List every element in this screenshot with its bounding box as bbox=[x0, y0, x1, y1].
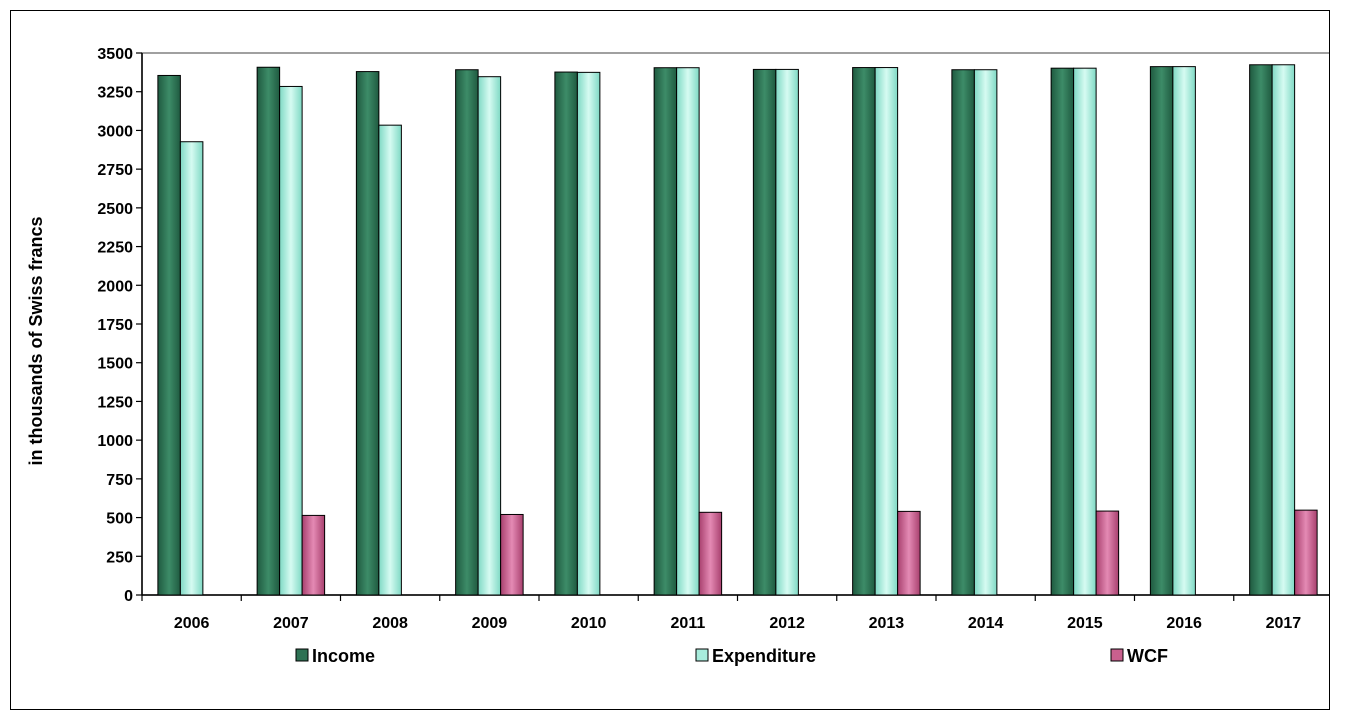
expenditure-bar bbox=[874, 67, 899, 596]
legend-label: Income bbox=[312, 646, 375, 666]
y-tick-label: 3000 bbox=[97, 123, 133, 140]
x-tick-label: 2009 bbox=[472, 615, 508, 632]
income-bar bbox=[157, 74, 181, 596]
plot-area bbox=[141, 52, 1334, 596]
legend-swatch bbox=[1110, 648, 1124, 662]
y-tick-label: 2500 bbox=[97, 201, 133, 218]
x-tick-label: 2008 bbox=[372, 615, 408, 632]
wcf-bar bbox=[1095, 510, 1120, 596]
x-tick-label: 2013 bbox=[869, 615, 905, 632]
income-bar bbox=[1050, 67, 1075, 596]
chart-frame: 0 250 500 750 1000 1250 1500 1750 2000 2250 2500 27… bbox=[10, 10, 1334, 710]
y-tick-label: 1500 bbox=[97, 356, 133, 373]
y-tick-label: 2000 bbox=[97, 278, 133, 295]
legend-swatch bbox=[295, 648, 309, 662]
income-bar bbox=[653, 67, 678, 596]
bar-chart: 0 250 500 750 1000 1250 1500 1750 2000 2250 2500 27… bbox=[26, 46, 1334, 666]
y-tick-label: 0 bbox=[124, 588, 133, 605]
x-tick-label: 2012 bbox=[769, 615, 805, 632]
y-tick-label: 3250 bbox=[97, 85, 133, 102]
income-bar bbox=[455, 69, 479, 596]
income-bar bbox=[256, 66, 281, 596]
wcf-bar bbox=[698, 511, 723, 596]
y-axis-title: in thousands of Swiss francs bbox=[26, 216, 46, 465]
legend-swatch bbox=[695, 648, 709, 662]
x-tick-label: 2016 bbox=[1166, 615, 1202, 632]
x-tick-label: 2007 bbox=[273, 615, 309, 632]
x-tick-label: 2011 bbox=[671, 615, 706, 632]
legend-label: Expenditure bbox=[712, 646, 816, 666]
expenditure-bar bbox=[1271, 64, 1296, 596]
income-bar bbox=[1249, 64, 1273, 596]
expenditure-bar bbox=[378, 124, 402, 596]
y-tick-label: 250 bbox=[106, 549, 133, 566]
x-tick-label: 2015 bbox=[1067, 615, 1103, 632]
expenditure-bar bbox=[477, 76, 502, 596]
income-bar bbox=[852, 67, 876, 596]
y-tick-label: 1000 bbox=[97, 433, 133, 450]
legend: Income Expenditure WCF bbox=[295, 646, 1168, 666]
expenditure-bar bbox=[1172, 66, 1196, 596]
y-tick-label: 3500 bbox=[97, 46, 133, 63]
wcf-bar bbox=[1294, 509, 1318, 596]
legend-label: WCF bbox=[1127, 646, 1168, 666]
y-tick-label: 2250 bbox=[97, 240, 133, 257]
expenditure-bar bbox=[179, 141, 204, 596]
y-tick-label: 500 bbox=[106, 511, 133, 528]
x-tick-label: 2006 bbox=[174, 615, 210, 632]
x-tick-label: 2014 bbox=[968, 615, 1004, 632]
expenditure-bar bbox=[279, 85, 303, 596]
y-tick-label: 1250 bbox=[97, 394, 133, 411]
y-tick-label: 1750 bbox=[97, 317, 133, 334]
x-tick-label: 2017 bbox=[1266, 615, 1302, 632]
y-tick-label: 2750 bbox=[97, 162, 133, 179]
income-bar bbox=[554, 71, 578, 596]
expenditure-bar bbox=[676, 67, 700, 596]
expenditure-bar bbox=[775, 68, 799, 596]
expenditure-bar bbox=[576, 71, 601, 596]
income-bar bbox=[355, 71, 380, 596]
wcf-bar bbox=[301, 514, 326, 596]
x-tick-label: 2010 bbox=[571, 615, 607, 632]
income-bar bbox=[951, 69, 975, 596]
expenditure-bar bbox=[973, 69, 998, 596]
expenditure-bar bbox=[1073, 67, 1097, 596]
y-tick-label: 750 bbox=[106, 472, 133, 489]
wcf-bar bbox=[500, 513, 524, 596]
wcf-bar bbox=[897, 510, 921, 596]
income-bar bbox=[1149, 66, 1174, 596]
income-bar bbox=[752, 68, 777, 596]
